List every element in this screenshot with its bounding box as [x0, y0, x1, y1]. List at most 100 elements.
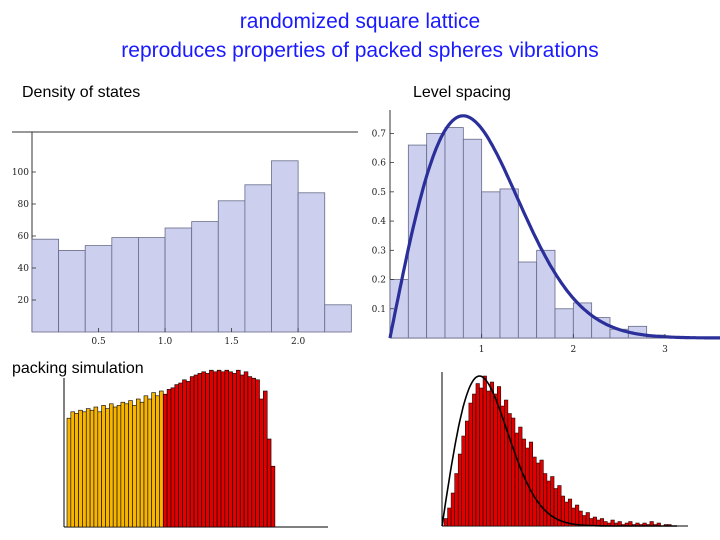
dos-bar: [217, 200, 246, 333]
sim-bar: [518, 426, 523, 527]
dos-label: Density of states: [22, 84, 141, 101]
ls-bar: [462, 138, 483, 339]
sim-bar: [479, 387, 484, 527]
sim-bar: [543, 473, 548, 527]
pack-bar: [216, 369, 222, 528]
sim-bar: [546, 480, 551, 527]
dos-x-tick-label: 1.5: [224, 337, 239, 347]
pack-bar: [74, 413, 79, 528]
sim-bar: [475, 383, 480, 527]
ls-y-tick-label: 0.6: [372, 159, 387, 169]
pack-bar: [259, 398, 264, 528]
pack-bar: [201, 371, 206, 528]
pack-bar: [209, 369, 214, 528]
pack-bar: [193, 374, 199, 528]
pack-bar: [66, 417, 72, 528]
pack-bar: [186, 381, 191, 528]
dos-bar: [58, 249, 86, 333]
pack-bar: [124, 403, 129, 528]
sim-bar: [482, 375, 487, 527]
sim-bar: [575, 504, 580, 527]
dos-x-tick-label: 0.5: [91, 337, 106, 347]
ls-y-tick-label: 0.2: [372, 276, 386, 286]
sim-bar: [486, 390, 491, 527]
pack-bar: [116, 405, 122, 528]
pack-bar: [220, 371, 226, 528]
sim-bar: [536, 462, 541, 527]
pack-bar: [105, 408, 110, 528]
pack-bar: [266, 438, 272, 528]
pack-bar: [162, 393, 168, 528]
sim-bar: [610, 519, 615, 527]
pack-bar: [228, 371, 233, 528]
pack-bar: [251, 377, 256, 528]
pack-bar: [224, 369, 230, 528]
pack-bar: [155, 395, 160, 528]
pack-bar: [197, 373, 203, 528]
pack-bar: [93, 406, 99, 528]
dos-y-tick-label: 60: [18, 232, 30, 242]
pack-bar: [78, 409, 83, 528]
pack-bar: [101, 405, 106, 528]
pack-bar: [236, 369, 241, 528]
sim-bar: [511, 417, 516, 527]
pack-bar: [147, 398, 153, 528]
sim-bar: [457, 453, 463, 527]
pack-bar: [70, 411, 75, 528]
sim-bar: [493, 393, 498, 527]
sim-bar: [468, 402, 473, 527]
pack-bar: [139, 401, 145, 528]
pack-bar: [174, 384, 179, 528]
sim-bar: [507, 413, 512, 527]
pack-bar: [178, 382, 183, 528]
pack-bar: [166, 389, 172, 528]
ls-bar: [499, 188, 519, 339]
slide-title-line1: randomized square lattice: [239, 10, 481, 33]
pack-bar: [109, 403, 114, 528]
dos-bar: [111, 237, 139, 333]
dos-bar: [84, 245, 113, 333]
pack-bar: [213, 371, 218, 528]
sim-bar: [450, 492, 455, 527]
sim-bar: [504, 399, 509, 527]
dos-y-tick-label: 40: [18, 264, 30, 274]
ls-y-tick-label: 0.7: [372, 129, 387, 139]
sim-wigner-curve: [441, 375, 677, 527]
sim-bar: [514, 432, 519, 527]
ls-y-tick-label: 0.4: [372, 217, 387, 227]
dos-bar: [191, 221, 219, 333]
pack-bar: [82, 411, 87, 528]
pack-bar: [128, 400, 133, 528]
sim-bar: [465, 420, 470, 527]
dos-bar: [164, 227, 193, 333]
pack-bar: [247, 376, 253, 528]
dos-x-tick-label: 1.0: [158, 337, 173, 347]
sim-bar: [539, 459, 544, 527]
pack-bar: [270, 465, 276, 528]
sim-bar: [553, 488, 558, 527]
ls-y-tick-label: 0.3: [372, 246, 387, 256]
dos-bar: [138, 237, 166, 333]
pack-bar: [263, 390, 268, 528]
pack-bar: [85, 408, 91, 528]
sim-bar: [532, 456, 537, 527]
dos-y-tick-label: 100: [12, 168, 29, 178]
pack-bar: [159, 390, 164, 528]
pack-bar: [97, 411, 102, 528]
sim-bar: [521, 438, 526, 527]
sim-bar: [568, 498, 573, 527]
ls-y-tick-label: 0.1: [372, 305, 386, 315]
sim-bar: [550, 476, 555, 527]
dos-bar: [297, 192, 326, 333]
ls-x-tick-label: 2: [570, 345, 576, 355]
ls-bar: [517, 261, 538, 339]
ls-x-tick-label: 1: [479, 345, 485, 355]
sim-bar: [461, 435, 466, 527]
sim-bar: [500, 405, 505, 527]
ls-y-tick-label: 0.5: [372, 188, 387, 198]
pack-bar: [136, 398, 141, 528]
sim-bar: [443, 518, 448, 527]
pack-bar: [255, 379, 260, 528]
sim-bar: [454, 473, 459, 527]
